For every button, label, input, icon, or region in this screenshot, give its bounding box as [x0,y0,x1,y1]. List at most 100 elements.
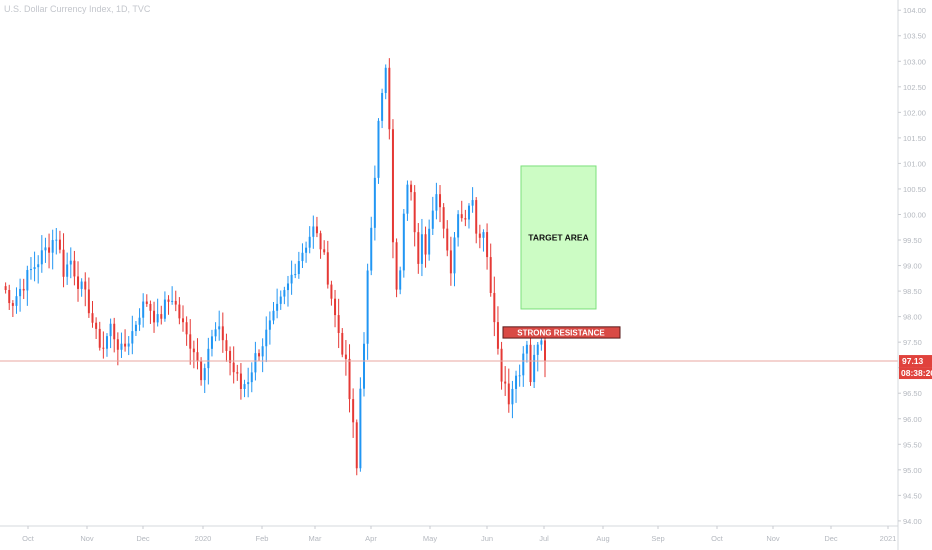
candle-body [48,247,51,253]
candle-body [467,205,470,220]
candle-body [182,318,184,323]
candle-body [475,200,478,234]
candle-body [15,296,18,306]
price-tick-label: 101.00 [903,159,926,168]
price-tick-label: 94.00 [903,517,922,526]
candle-body [486,232,489,258]
candle-body [210,336,213,349]
candle-body [276,303,279,311]
candle-body [348,358,351,400]
candle-body [8,290,11,304]
candle-body [254,353,257,373]
candle-body [243,384,246,389]
target-area-label: TARGET AREA [528,232,588,242]
candle-body [435,194,438,211]
candle-body [225,340,228,351]
candle-body [247,382,250,385]
last-price-value: 97.13 [902,356,924,366]
candle-body [536,344,539,355]
candle-body [185,322,188,335]
candle-body [460,214,463,219]
time-tick-label: Nov [80,534,94,543]
candles-layer [4,58,546,476]
price-tick-label: 99.00 [903,262,922,271]
candle-body [66,264,69,277]
price-tick-label: 98.00 [903,313,922,322]
price-tick-label: 103.00 [903,57,926,66]
candle-body [544,340,546,362]
candle-body [525,344,528,354]
price-tick-label: 99.50 [903,236,922,245]
candle-body [286,283,289,291]
candle-body [156,314,159,323]
candle-body [91,313,94,323]
last-price-badge: 97.13 08:38:26 [899,355,932,380]
candle-body [80,281,83,289]
candle-body [113,323,116,340]
time-tick-label: 2020 [195,534,212,543]
price-tick-label: 98.50 [903,287,922,296]
candle-body [507,383,510,405]
candle-body [439,194,442,208]
candle-body [279,296,282,304]
candle-body [138,317,141,325]
candle-body [134,324,137,332]
time-tick-label: Oct [711,534,724,543]
candle-body [120,343,123,350]
candle-body [87,289,90,314]
candle-body [489,257,492,293]
time-tick-label: 2021 [880,534,897,543]
candle-body [109,323,112,337]
candle-body [363,343,365,389]
candle-body [305,247,308,253]
candle-body [323,249,326,253]
candle-body [98,328,101,348]
time-tick-label: Jun [481,534,493,543]
candle-body [315,226,318,234]
candle-body [529,344,532,383]
candle-body [58,239,61,250]
candle-body [236,372,239,374]
candle-body [449,250,452,274]
candle-body [457,214,460,238]
candle-body [116,339,119,350]
candle-body [131,331,134,344]
candle-body [431,210,434,229]
candle-body [522,353,525,376]
time-tick-label: Dec [136,534,150,543]
candle-body [167,299,170,302]
time-tick-label: Mar [309,534,322,543]
candle-body [478,233,481,238]
candle-body [261,346,264,357]
candle-body [73,260,76,277]
candle-body [384,67,387,93]
last-price-badge-bg [899,355,932,368]
candle-body [334,298,337,316]
candle-body [359,388,362,469]
candle-body [355,422,358,469]
candle-body [192,348,195,353]
candle-body [214,329,217,337]
time-tick-label: Aug [596,534,609,543]
candle-body [391,129,394,243]
candle-body [163,299,166,319]
target-area-box [520,165,597,310]
time-tick-label: May [423,534,437,543]
price-tick-label: 95.50 [903,440,922,449]
strong-resistance-label: STRONG RESISTANCE [517,328,605,337]
time-axis-ticks: Oct Nov Dec 2020 Feb Mar Apr May Jun Jul Aug Sep Oct… [22,526,896,543]
candle-body [189,334,192,349]
candle-body [149,303,152,311]
bar-countdown: 08:38:26 [901,368,932,378]
candle-body [283,290,286,297]
candle-body [272,310,275,321]
candle-body [395,242,398,290]
candle-body [388,67,391,130]
candle-body [265,329,268,347]
price-tick-label: 97.50 [903,338,922,347]
candle-body [171,300,174,302]
price-tick-label: 103.50 [903,32,926,41]
candle-body [160,314,163,319]
